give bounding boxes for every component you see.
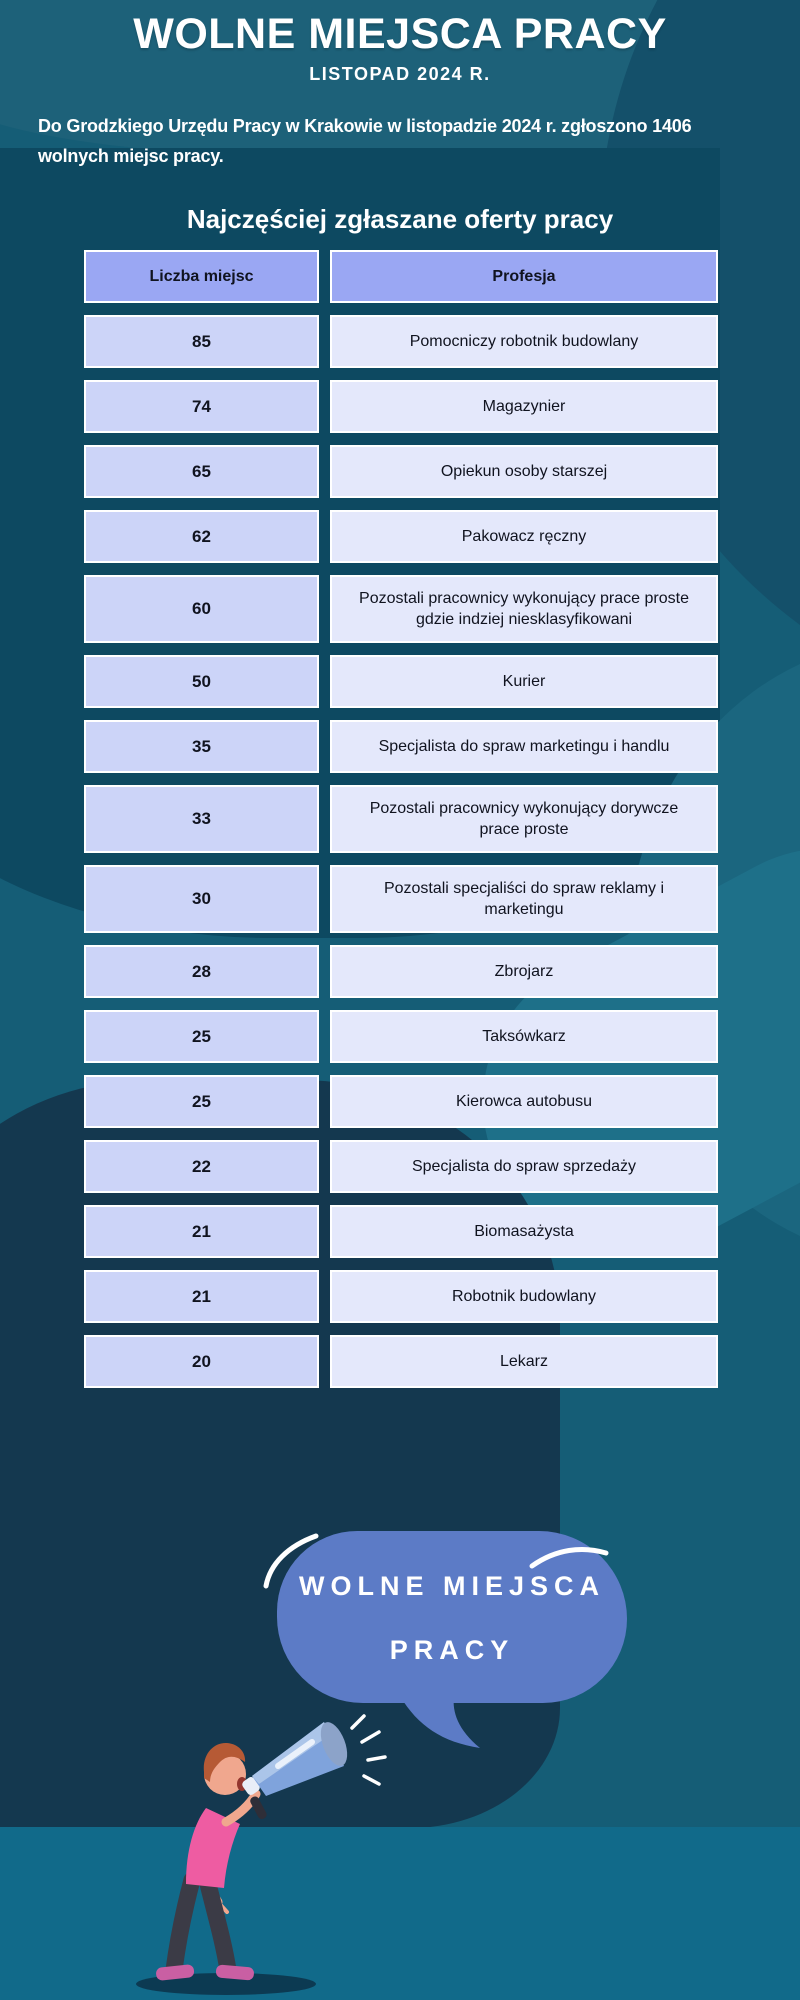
profession-cell: Taksówkarz: [330, 1010, 718, 1063]
table-row: 65 Opiekun osoby starszej: [84, 445, 718, 498]
table-row: 20 Lekarz: [84, 1335, 718, 1388]
count-cell: 35: [84, 720, 319, 773]
profession-cell: Pakowacz ręczny: [330, 510, 718, 563]
megaphone-icon: [242, 1722, 348, 1820]
profession-cell: Magazynier: [330, 380, 718, 433]
count-cell: 30: [84, 865, 319, 933]
profession-cell: Pozostali pracownicy wykonujący prace pr…: [330, 575, 718, 643]
profession-cell: Specjalista do spraw marketingu i handlu: [330, 720, 718, 773]
intro-paragraph: Do Grodzkiego Urzędu Pracy w Krakowie w …: [38, 116, 692, 166]
swoosh-left-icon: [263, 1533, 319, 1589]
profession-cell: Specjalista do spraw sprzedaży: [330, 1140, 718, 1193]
table-row: 22 Specjalista do spraw sprzedaży: [84, 1140, 718, 1193]
count-cell: 22: [84, 1140, 319, 1193]
profession-cell: Kurier: [330, 655, 718, 708]
profession-cell: Biomasażysta: [330, 1205, 718, 1258]
page-subtitle: LISTOPAD 2024 R.: [309, 64, 491, 84]
profession-cell: Pomocniczy robotnik budowlany: [330, 315, 718, 368]
table-row: 62 Pakowacz ręczny: [84, 510, 718, 563]
count-cell: 25: [84, 1075, 319, 1128]
count-cell: 60: [84, 575, 319, 643]
table-row: 35 Specjalista do spraw marketingu i han…: [84, 720, 718, 773]
swoosh-right-icon: [529, 1546, 609, 1569]
table-row: 21 Robotnik budowlany: [84, 1270, 718, 1323]
count-cell: 21: [84, 1205, 319, 1258]
table-row: 33 Pozostali pracownicy wykonujący doryw…: [84, 785, 718, 853]
count-cell: 62: [84, 510, 319, 563]
ground-shadow: [136, 1973, 316, 1995]
profession-cell: Opiekun osoby starszej: [330, 445, 718, 498]
profession-cell: Lekarz: [330, 1335, 718, 1388]
count-cell: 21: [84, 1270, 319, 1323]
profession-cell: Zbrojarz: [330, 945, 718, 998]
count-cell: 25: [84, 1010, 319, 1063]
table-row: 21 Biomasażysta: [84, 1205, 718, 1258]
count-cell: 65: [84, 445, 319, 498]
megaphone-person-illustration: [136, 1714, 387, 1995]
background-navy-blob: [0, 1080, 560, 1828]
profession-cell: Pozostali specjaliści do spraw reklamy i…: [330, 865, 718, 933]
profession-cell: Pozostali pracownicy wykonujący dorywcze…: [330, 785, 718, 853]
profession-cell: Robotnik budowlany: [330, 1270, 718, 1323]
column-header-profession: Profesja: [330, 250, 718, 303]
sound-lines-icon: [350, 1714, 387, 1786]
count-cell: 85: [84, 315, 319, 368]
table-row: 25 Taksówkarz: [84, 1010, 718, 1063]
speech-bubble: WOLNE MIEJSCA PRACY: [277, 1531, 627, 1703]
count-cell: 50: [84, 655, 319, 708]
count-cell: 28: [84, 945, 319, 998]
speech-bubble-tail: [400, 1696, 480, 1748]
page-title: WOLNE MIEJSCA PRACY: [133, 10, 667, 58]
table-row: 74 Magazynier: [84, 380, 718, 433]
count-cell: 33: [84, 785, 319, 853]
table-row: 28 Zbrojarz: [84, 945, 718, 998]
table-row: 50 Kurier: [84, 655, 718, 708]
column-header-count: Liczba miejsc: [84, 250, 319, 303]
table-row: 30 Pozostali specjaliści do spraw reklam…: [84, 865, 718, 933]
table-row: 25 Kierowca autobusu: [84, 1075, 718, 1128]
profession-cell: Kierowca autobusu: [330, 1075, 718, 1128]
table-row: 85 Pomocniczy robotnik budowlany: [84, 315, 718, 368]
speech-bubble-text-line2: PRACY: [389, 1635, 515, 1665]
background-bottom-band: [0, 1827, 800, 2000]
section-title: Najczęściej zgłaszane oferty pracy: [186, 204, 614, 234]
speech-bubble-text-line1: WOLNE MIEJSCA: [298, 1571, 605, 1601]
job-offers-table: Liczba miejsc Profesja 85 Pomocniczy rob…: [84, 250, 718, 1388]
count-cell: 20: [84, 1335, 319, 1388]
count-cell: 74: [84, 380, 319, 433]
table-header-row: Liczba miejsc Profesja: [84, 250, 718, 303]
table-row: 60 Pozostali pracownicy wykonujący prace…: [84, 575, 718, 643]
